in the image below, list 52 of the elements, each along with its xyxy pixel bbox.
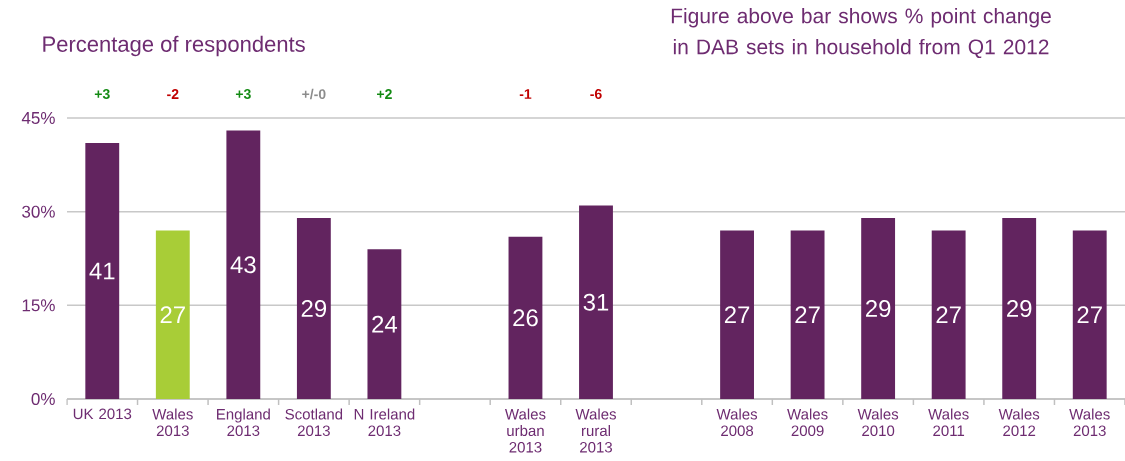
bar bbox=[720, 230, 754, 399]
x-tick-label: Wales 2013 bbox=[152, 408, 193, 437]
y-tick-label: 30% bbox=[22, 205, 55, 218]
bar bbox=[1002, 217, 1037, 399]
x-tick-label: England 2013 bbox=[217, 408, 270, 437]
data-label: 27 bbox=[1077, 306, 1102, 324]
x-tick-label: Wales rural 2013 bbox=[575, 408, 616, 453]
bar bbox=[861, 217, 896, 399]
bar bbox=[579, 205, 613, 399]
y-tick-label: 0% bbox=[31, 392, 55, 406]
bar bbox=[367, 249, 402, 399]
bar bbox=[1072, 230, 1107, 399]
data-label: 29 bbox=[301, 299, 327, 317]
x-tick-label: Wales 2008 bbox=[716, 408, 758, 437]
bar bbox=[790, 230, 825, 399]
data-label: 43 bbox=[230, 256, 256, 274]
data-label: 27 bbox=[936, 306, 961, 324]
y-tick-label: 45% bbox=[21, 112, 55, 124]
text: -2 bbox=[167, 89, 179, 99]
text: Figure above bar shows % point change in DAB sets in household from Q1 2012 bbox=[671, 7, 1051, 59]
bar bbox=[508, 236, 543, 399]
data-label: 29 bbox=[865, 299, 891, 317]
text: -6 bbox=[590, 89, 602, 99]
x-tick-label: Wales urban 2013 bbox=[504, 408, 546, 453]
bar bbox=[85, 142, 120, 399]
data-label: 29 bbox=[1007, 299, 1032, 317]
data-label: 24 bbox=[372, 315, 398, 333]
text: +2 bbox=[377, 89, 392, 99]
data-label: 26 bbox=[513, 309, 538, 327]
y-axis-title: Percentage of respondents bbox=[43, 35, 305, 57]
y-tick-label: 15% bbox=[22, 299, 55, 312]
data-label: 27 bbox=[160, 306, 185, 324]
text: -1 bbox=[519, 89, 532, 99]
data-label: 41 bbox=[89, 262, 115, 280]
x-tick-label: Wales 2010 bbox=[857, 408, 899, 437]
x-tick-label: N Ireland 2013 bbox=[354, 408, 415, 437]
x-tick-label: Wales 2012 bbox=[998, 408, 1040, 437]
bar bbox=[296, 217, 331, 399]
bar bbox=[226, 130, 261, 399]
x-tick-label: Wales 2011 bbox=[928, 408, 969, 437]
x-tick-label: Scotland 2013 bbox=[285, 408, 343, 437]
x-tick-label: Wales 2009 bbox=[787, 408, 828, 437]
x-tick-label: Wales 2013 bbox=[1069, 408, 1110, 437]
text: +3 bbox=[235, 89, 251, 99]
data-label: 31 bbox=[583, 293, 609, 311]
data-label: 27 bbox=[724, 306, 750, 324]
bar bbox=[931, 230, 966, 399]
x-tick-label: UK 2013 bbox=[73, 408, 132, 420]
bar bbox=[155, 230, 190, 399]
data-label: 27 bbox=[795, 306, 820, 324]
text: +3 bbox=[94, 89, 110, 99]
text: +/-0 bbox=[302, 88, 326, 100]
